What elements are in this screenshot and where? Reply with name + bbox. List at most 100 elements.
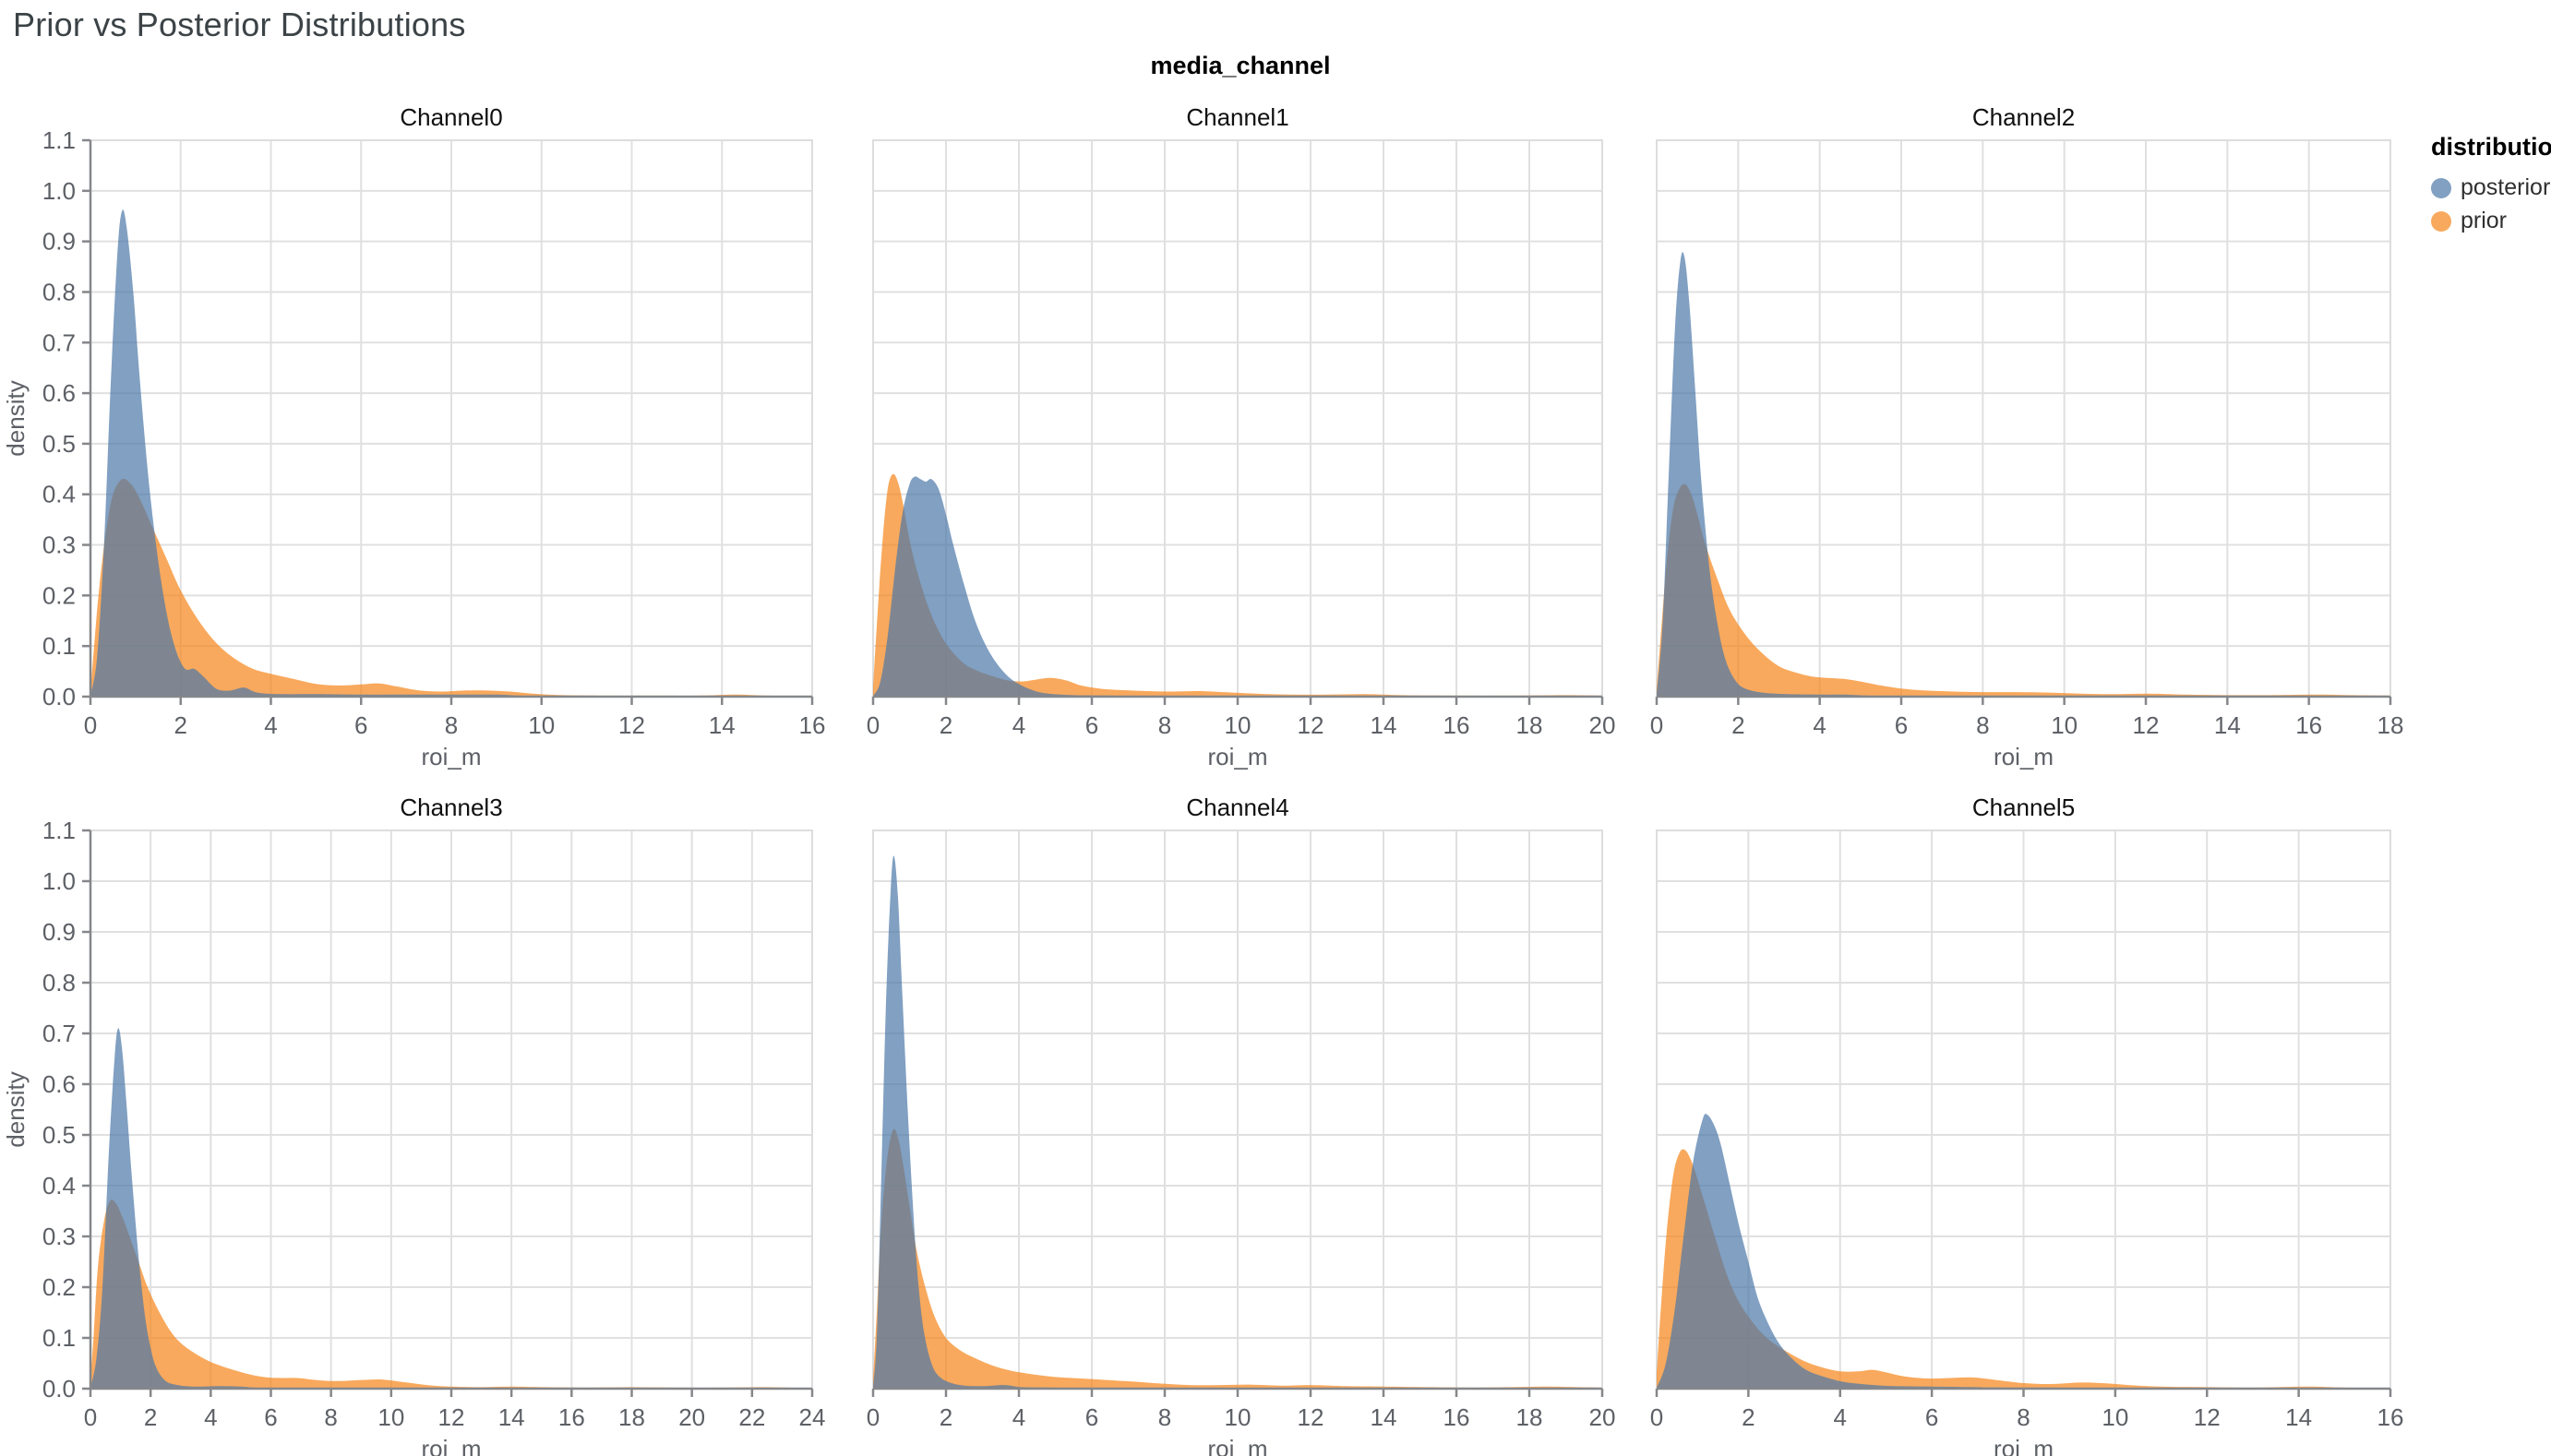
- y-tick-label: 0.4: [42, 1172, 76, 1199]
- x-axis: 0 2 4 6 8 10 12 14 16 roi_m: [84, 695, 825, 770]
- subplot-svg: 0 2 4 6 8 10 12 14 16 18 roi_m: [1650, 139, 2403, 770]
- x-tick-label: 4: [1012, 711, 1025, 739]
- x-tick-label: 2: [1742, 1403, 1755, 1431]
- x-tick-label: 10: [377, 1403, 404, 1431]
- x-tick-label: 0: [1650, 711, 1663, 739]
- gridlines: [873, 829, 1603, 1390]
- subplot-svg: 0 2 4 6 8 10 12 14 16 roi_m: [1650, 829, 2403, 1456]
- x-axis-title: roi_m: [1207, 743, 1267, 770]
- prior-area: [1657, 483, 2390, 697]
- cell-border: [1656, 139, 2391, 698]
- x-tick-label: 0: [867, 1403, 880, 1431]
- y-tick-label: 1.1: [42, 817, 76, 844]
- density-areas: [873, 855, 1602, 1389]
- facet-cell-Channel3: Channel3 0 2 4 6 8 10 12 14 16 18 20 22 24 roi_m 0.0 0.1…: [2, 794, 825, 1456]
- x-axis-title: roi_m: [421, 1435, 481, 1456]
- x-tick-label: 14: [1371, 1403, 1397, 1431]
- x-axis-title: roi_m: [1994, 1435, 2054, 1456]
- density-areas: [1657, 1114, 2390, 1389]
- x-tick-label: 12: [2194, 1403, 2221, 1431]
- subplot-title: Channel5: [1971, 794, 2076, 821]
- x-tick-label: 2: [1731, 711, 1744, 739]
- density-areas: [90, 1028, 812, 1389]
- x-tick-label: 6: [1895, 711, 1908, 739]
- x-tick-label: 6: [264, 1403, 277, 1431]
- subplot-svg: 0 2 4 6 8 10 12 14 16roi_m0.00.10.20.30.40.50.60…: [2, 126, 825, 770]
- x-tick-label: 20: [1589, 1403, 1616, 1431]
- posterior-area: [90, 209, 812, 697]
- legend: distribution posterior prior: [2431, 133, 2551, 241]
- x-tick-label: 12: [1298, 711, 1324, 739]
- x-tick-label: 20: [1589, 711, 1616, 739]
- y-tick-label: 0.9: [42, 228, 76, 256]
- x-tick-label: 16: [2377, 1403, 2404, 1431]
- y-tick-label: 0.2: [42, 581, 76, 609]
- x-tick-label: 6: [1925, 1403, 1938, 1431]
- y-tick-label: 0.1: [42, 1324, 76, 1352]
- subplot-svg: 0 2 4 6 8 10 12 14 16 18 20 roi_m: [867, 829, 1615, 1456]
- x-tick-label: 14: [2214, 711, 2241, 739]
- y-tick-label: 0.6: [42, 1070, 76, 1098]
- y-tick-label: 1.0: [42, 177, 76, 205]
- legend-swatch-prior: [2431, 210, 2451, 232]
- legend-title: distribution: [2431, 133, 2551, 161]
- y-tick-label: 0.0: [42, 683, 76, 710]
- y-axis-title: density: [2, 1071, 30, 1147]
- x-tick-label: 14: [498, 1403, 525, 1431]
- facet-cell-Channel5: Channel5 0 2 4 6 8 10 12 14 16 roi_m: [1650, 794, 2404, 1456]
- x-tick-label: 16: [1443, 1403, 1470, 1431]
- x-tick-label: 0: [84, 711, 97, 739]
- x-tick-label: 12: [618, 711, 645, 739]
- x-tick-label: 14: [709, 711, 736, 739]
- x-tick-label: 12: [1298, 1403, 1324, 1431]
- subplot-title: Channel3: [400, 794, 503, 821]
- facet-cell-Channel2: Channel2 0 2 4 6 8 10 12 14 16 18 roi_m: [1650, 103, 2404, 770]
- x-tick-label: 18: [618, 1403, 645, 1431]
- x-tick-label: 2: [940, 1403, 952, 1431]
- facet-header: media_channel: [1150, 52, 1331, 79]
- y-tick-label: 0.4: [42, 481, 76, 508]
- y-tick-label: 0.6: [42, 379, 76, 407]
- prior-area: [90, 1199, 812, 1389]
- x-axis: 0 2 4 6 8 10 12 14 16 18 20 roi_m: [867, 695, 1616, 770]
- y-tick-label: 1.1: [42, 126, 76, 154]
- y-tick-label: 0.3: [42, 1223, 76, 1250]
- x-tick-label: 4: [264, 711, 277, 739]
- legend-item-prior: prior: [2431, 208, 2549, 234]
- x-tick-label: 14: [1371, 711, 1397, 739]
- y-tick-label: 0.8: [42, 278, 76, 305]
- x-tick-label: 6: [1085, 1403, 1098, 1431]
- x-tick-label: 10: [528, 711, 555, 739]
- x-tick-label: 0: [84, 1403, 97, 1431]
- x-tick-label: 18: [1516, 711, 1543, 739]
- x-tick-label: 8: [445, 711, 458, 739]
- x-axis-title: roi_m: [1994, 743, 2054, 770]
- x-tick-label: 8: [324, 1403, 337, 1431]
- x-tick-label: 22: [738, 1403, 765, 1431]
- x-axis: 0 2 4 6 8 10 12 14 16 18 roi_m: [1650, 695, 2404, 770]
- subplot-title: Channel2: [1971, 103, 2076, 131]
- x-tick-label: 10: [2051, 711, 2078, 739]
- x-tick-label: 2: [174, 711, 187, 739]
- x-tick-label: 20: [678, 1403, 705, 1431]
- x-tick-label: 24: [799, 1403, 826, 1431]
- subplot-svg: 0 2 4 6 8 10 12 14 16 18 20 22 24roi_m0.00.10.20.30.…: [2, 817, 825, 1456]
- x-tick-label: 14: [2285, 1403, 2312, 1431]
- x-axis-title: roi_m: [1207, 1435, 1267, 1456]
- y-tick-label: 0.8: [42, 969, 76, 997]
- x-tick-label: 12: [438, 1403, 465, 1431]
- facet-cell-Channel0: Channel0 0 2 4 6 8 10 12 14 16 roi_m 0.0 0.1 0.2 0.3 0.…: [2, 103, 825, 770]
- facet-cell-Channel4: Channel4 0 2 4 6 8 10 12 14 16 18 20 roi_m: [867, 794, 1616, 1456]
- x-axis-title: roi_m: [421, 743, 481, 770]
- posterior-area: [873, 476, 1602, 697]
- legend-label: posterior: [2461, 174, 2551, 200]
- density-areas: [873, 473, 1602, 697]
- x-tick-label: 4: [1813, 711, 1826, 739]
- x-tick-label: 4: [1834, 1403, 1847, 1431]
- x-tick-label: 18: [2377, 711, 2404, 739]
- x-tick-label: 10: [1225, 711, 1252, 739]
- x-tick-label: 12: [2133, 711, 2160, 739]
- density-areas: [1657, 252, 2390, 697]
- y-tick-label: 0.7: [42, 1020, 76, 1047]
